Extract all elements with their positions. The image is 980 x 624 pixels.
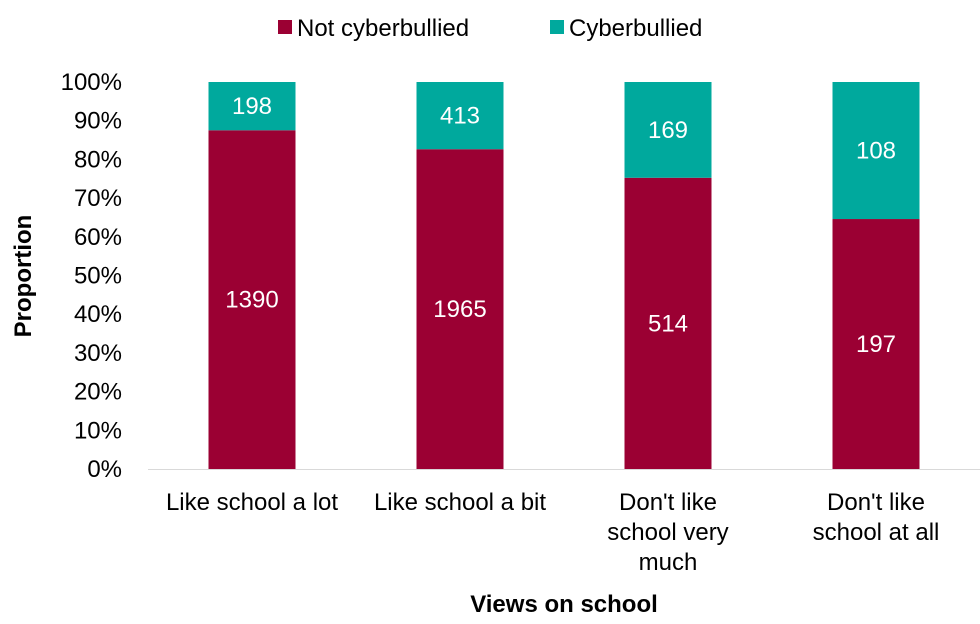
bar-segment-cyberbullied <box>832 82 920 220</box>
y-axis: 0% 10% 20% 30% 40% 50% 60% 70% 80% 90% 100% <box>61 69 122 483</box>
data-label: 198 <box>232 93 272 120</box>
legend: Not cyberbullied Cyberbullied <box>278 15 702 42</box>
data-label: 514 <box>648 310 688 337</box>
y-tick-label: 100% <box>61 69 122 96</box>
legend-swatch <box>278 20 292 34</box>
legend-label: Cyberbullied <box>569 15 702 42</box>
legend-label: Not cyberbullied <box>297 15 469 42</box>
data-label: 413 <box>440 103 480 130</box>
bars: 1390 198 1965 413 514 169 197 108 <box>208 82 920 470</box>
x-axis-title: Views on school <box>470 591 658 618</box>
x-tick-label: Like school a bit <box>374 489 546 516</box>
bar-segment-cyberbullied <box>416 82 504 150</box>
data-label: 169 <box>648 117 688 144</box>
y-tick-label: 60% <box>74 224 122 251</box>
y-tick-label: 0% <box>87 456 122 483</box>
y-tick-label: 80% <box>74 146 122 173</box>
data-label: 1390 <box>225 287 278 314</box>
data-label: 1965 <box>433 296 486 323</box>
bar-segment-cyberbullied <box>208 82 296 131</box>
data-label: 197 <box>856 331 896 358</box>
y-tick-label: 70% <box>74 185 122 212</box>
y-tick-label: 10% <box>74 417 122 444</box>
bar-segment-not-cyberbullied <box>416 149 504 470</box>
legend-swatch <box>550 20 564 34</box>
y-tick-label: 90% <box>74 108 122 135</box>
y-tick-label: 40% <box>74 301 122 328</box>
y-axis-title: Proportion <box>10 215 37 338</box>
bar-segment-not-cyberbullied <box>832 219 920 469</box>
bar-segment-cyberbullied <box>624 82 712 178</box>
bar-segment-not-cyberbullied <box>624 177 712 469</box>
y-tick-label: 50% <box>74 263 122 290</box>
y-tick-label: 30% <box>74 340 122 367</box>
data-label: 108 <box>856 138 896 165</box>
x-tick-label: Don't like school at all <box>813 489 940 546</box>
x-axis: Like school a lot Like school a bit Don't … <box>148 469 980 576</box>
y-tick-label: 20% <box>74 379 122 406</box>
x-tick-label: Don't like school very much <box>607 489 728 576</box>
x-tick-label: Like school a lot <box>166 489 338 516</box>
bar-segment-not-cyberbullied <box>208 130 296 469</box>
